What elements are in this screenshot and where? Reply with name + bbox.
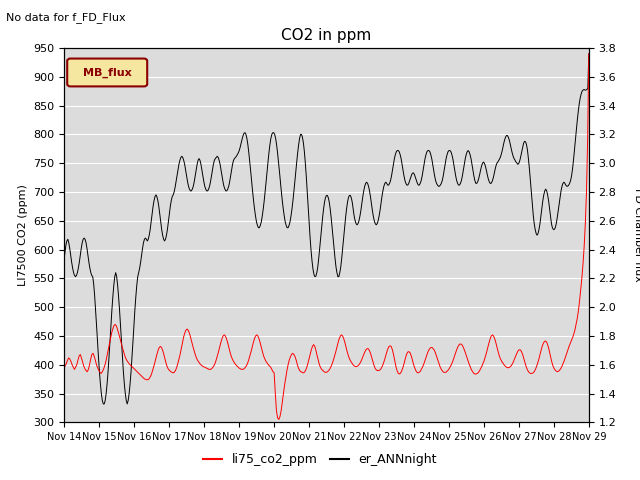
- Text: No data for f_FD_Flux: No data for f_FD_Flux: [6, 12, 126, 23]
- Y-axis label: LI7500 CO2 (ppm): LI7500 CO2 (ppm): [17, 184, 28, 286]
- Y-axis label: FD Chamber flux: FD Chamber flux: [633, 188, 640, 282]
- Text: MB_flux: MB_flux: [83, 67, 132, 78]
- Title: CO2 in ppm: CO2 in ppm: [281, 28, 372, 43]
- Legend: li75_co2_ppm, er_ANNnight: li75_co2_ppm, er_ANNnight: [198, 448, 442, 471]
